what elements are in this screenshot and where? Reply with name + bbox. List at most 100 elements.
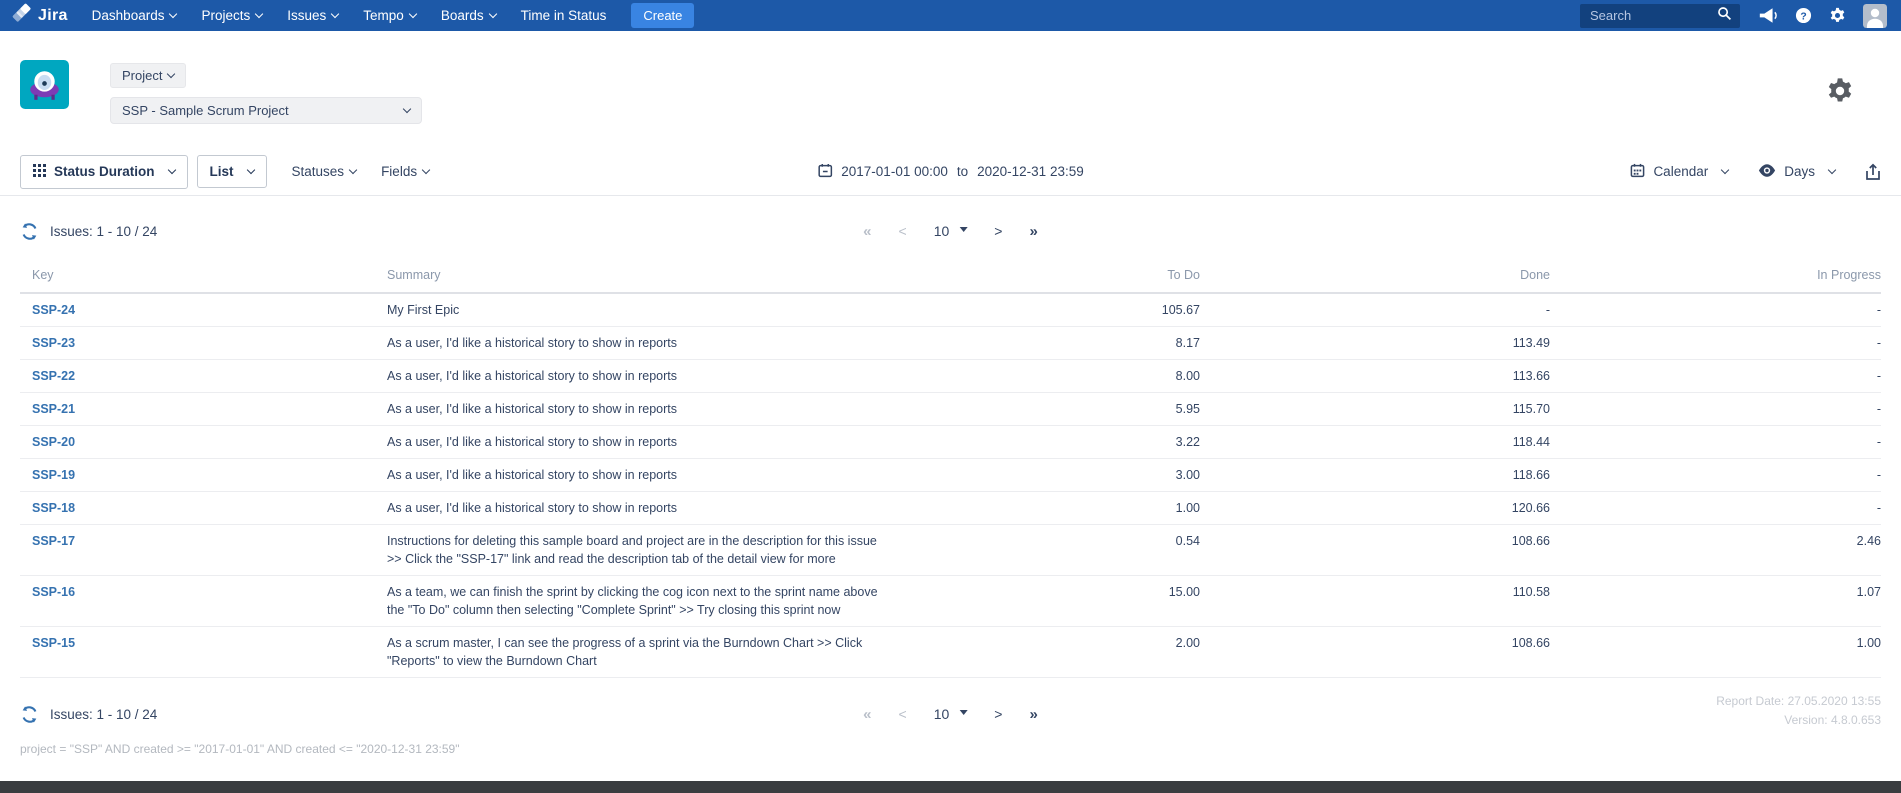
nav-item-tempo[interactable]: Tempo <box>363 8 418 23</box>
table-row: SSP-15 As a scrum master, I can see the … <box>20 626 1881 678</box>
table-row: SSP-19 As a user, I'd like a historical … <box>20 458 1881 492</box>
issue-key-link[interactable]: SSP-23 <box>32 336 76 350</box>
done-value: 120.66 <box>1200 491 1550 525</box>
view-type-button[interactable]: List <box>196 155 267 188</box>
issue-key-link[interactable]: SSP-24 <box>32 303 76 317</box>
inprogress-value: - <box>1550 458 1881 492</box>
todo-value: 2.00 <box>910 626 1200 678</box>
report-type-button[interactable]: Status Duration <box>20 154 188 189</box>
issue-key-link[interactable]: SSP-19 <box>32 468 76 482</box>
todo-value: 3.22 <box>910 425 1200 459</box>
issues-table: Key Summary To Do Done In Progress SSP-2… <box>20 260 1881 678</box>
project-controls: Project SSP - Sample Scrum Project <box>110 60 422 124</box>
issue-summary: As a user, I'd like a historical story t… <box>375 491 910 525</box>
fields-dropdown[interactable]: Fields <box>381 164 431 179</box>
issue-key-link[interactable]: SSP-16 <box>32 585 76 599</box>
nav-item-issues[interactable]: Issues <box>287 8 340 23</box>
issue-key-link[interactable]: SSP-15 <box>32 636 76 650</box>
scope-selector-button[interactable]: Project <box>110 63 187 88</box>
brand-name: Jira <box>38 6 68 24</box>
issue-summary: As a team, we can finish the sprint by c… <box>375 575 910 627</box>
column-header-summary[interactable]: Summary <box>375 260 910 294</box>
last-page-button[interactable]: » <box>1029 222 1038 240</box>
jira-logo[interactable]: Jira <box>12 3 68 29</box>
svg-text:?: ? <box>1800 11 1806 22</box>
prev-page-button[interactable]: < <box>898 706 907 722</box>
column-header-done[interactable]: Done <box>1200 260 1550 294</box>
nav-item-dashboards[interactable]: Dashboards <box>92 8 178 23</box>
done-value: 115.70 <box>1200 392 1550 426</box>
next-page-button[interactable]: > <box>994 223 1003 239</box>
page-size-select[interactable]: 10 <box>934 706 968 722</box>
done-value: 110.58 <box>1200 575 1550 627</box>
issue-key-link[interactable]: SSP-20 <box>32 435 76 449</box>
done-value: 118.66 <box>1200 458 1550 492</box>
user-avatar[interactable] <box>1863 3 1887 28</box>
last-page-button[interactable]: » <box>1029 705 1038 723</box>
issue-key-link[interactable]: SSP-17 <box>32 534 76 548</box>
grid-dots-icon <box>33 163 46 180</box>
table-row: SSP-18 As a user, I'd like a historical … <box>20 491 1881 525</box>
first-page-button[interactable]: « <box>863 222 872 240</box>
chevron-down-icon <box>255 9 264 18</box>
pagination-bottom: « < 10 > » <box>863 706 1038 723</box>
export-icon[interactable] <box>1865 163 1881 181</box>
todo-value: 0.54 <box>910 524 1200 576</box>
issue-key-link[interactable]: SSP-21 <box>32 402 76 416</box>
search-icon[interactable] <box>1717 6 1732 26</box>
statuses-dropdown[interactable]: Statuses <box>292 164 358 179</box>
calendar-dropdown[interactable]: Calendar <box>1630 163 1730 181</box>
first-page-button[interactable]: « <box>863 705 872 723</box>
column-header-key[interactable]: Key <box>20 260 375 294</box>
inprogress-value: 2.46 <box>1550 524 1881 576</box>
done-value: 118.44 <box>1200 425 1550 459</box>
todo-value: 15.00 <box>910 575 1200 627</box>
todo-value: 8.00 <box>910 359 1200 393</box>
refresh-icon[interactable] <box>20 222 39 241</box>
next-page-button[interactable]: > <box>994 706 1003 722</box>
page-size-select[interactable]: 10 <box>934 223 968 239</box>
issue-summary: Instructions for deleting this sample bo… <box>375 524 910 576</box>
issue-summary: As a user, I'd like a historical story t… <box>375 359 910 393</box>
prev-page-button[interactable]: < <box>898 223 907 239</box>
gear-icon[interactable] <box>1829 7 1846 24</box>
help-icon[interactable]: ? <box>1795 7 1812 24</box>
project-select[interactable]: SSP - Sample Scrum Project <box>110 97 422 124</box>
report-info: Report Date: 27.05.2020 13:55 Version: 4… <box>1716 692 1881 730</box>
create-button[interactable]: Create <box>631 3 695 28</box>
table-row: SSP-22 As a user, I'd like a historical … <box>20 359 1881 393</box>
notifications-megaphone-icon[interactable] <box>1758 7 1778 24</box>
search-box[interactable] <box>1580 3 1740 28</box>
nav-item-projects[interactable]: Projects <box>201 8 264 23</box>
report-settings-gear-icon[interactable] <box>1826 77 1854 110</box>
refresh-icon[interactable] <box>20 705 39 724</box>
todo-value: 3.00 <box>910 458 1200 492</box>
chevron-down-icon <box>408 9 418 18</box>
issues-count-label: Issues: 1 - 10 / 24 <box>50 223 158 239</box>
issue-summary: My First Epic <box>375 293 910 327</box>
nav-item-boards[interactable]: Boards <box>441 8 497 23</box>
nav-item-time-in-status[interactable]: Time in Status <box>520 8 607 23</box>
project-header: Project SSP - Sample Scrum Project <box>0 31 1901 148</box>
inprogress-value: - <box>1550 491 1881 525</box>
date-range-picker[interactable]: 2017-01-01 00:00 to 2020-12-31 23:59 <box>817 163 1084 181</box>
chevron-down-icon <box>348 165 358 174</box>
time-unit-dropdown[interactable]: Days <box>1758 163 1837 180</box>
jira-logo-icon <box>12 3 33 29</box>
issue-key-link[interactable]: SSP-22 <box>32 369 76 383</box>
done-value: 108.66 <box>1200 626 1550 678</box>
calendar-icon <box>817 163 832 181</box>
chevron-down-icon <box>402 104 412 113</box>
issue-key-link[interactable]: SSP-18 <box>32 501 76 515</box>
column-header-inprogress[interactable]: In Progress <box>1550 260 1881 294</box>
inprogress-value: - <box>1550 326 1881 360</box>
column-header-todo[interactable]: To Do <box>910 260 1200 294</box>
date-from: 2017-01-01 00:00 <box>841 164 948 179</box>
toolbar-right-group: Calendar Days <box>1630 163 1881 181</box>
search-input[interactable] <box>1588 7 1717 24</box>
inprogress-value: - <box>1550 392 1881 426</box>
todo-value: 105.67 <box>910 293 1200 327</box>
chevron-down-icon <box>169 9 178 18</box>
chevron-down-icon <box>167 69 176 78</box>
eye-icon <box>1758 163 1776 180</box>
